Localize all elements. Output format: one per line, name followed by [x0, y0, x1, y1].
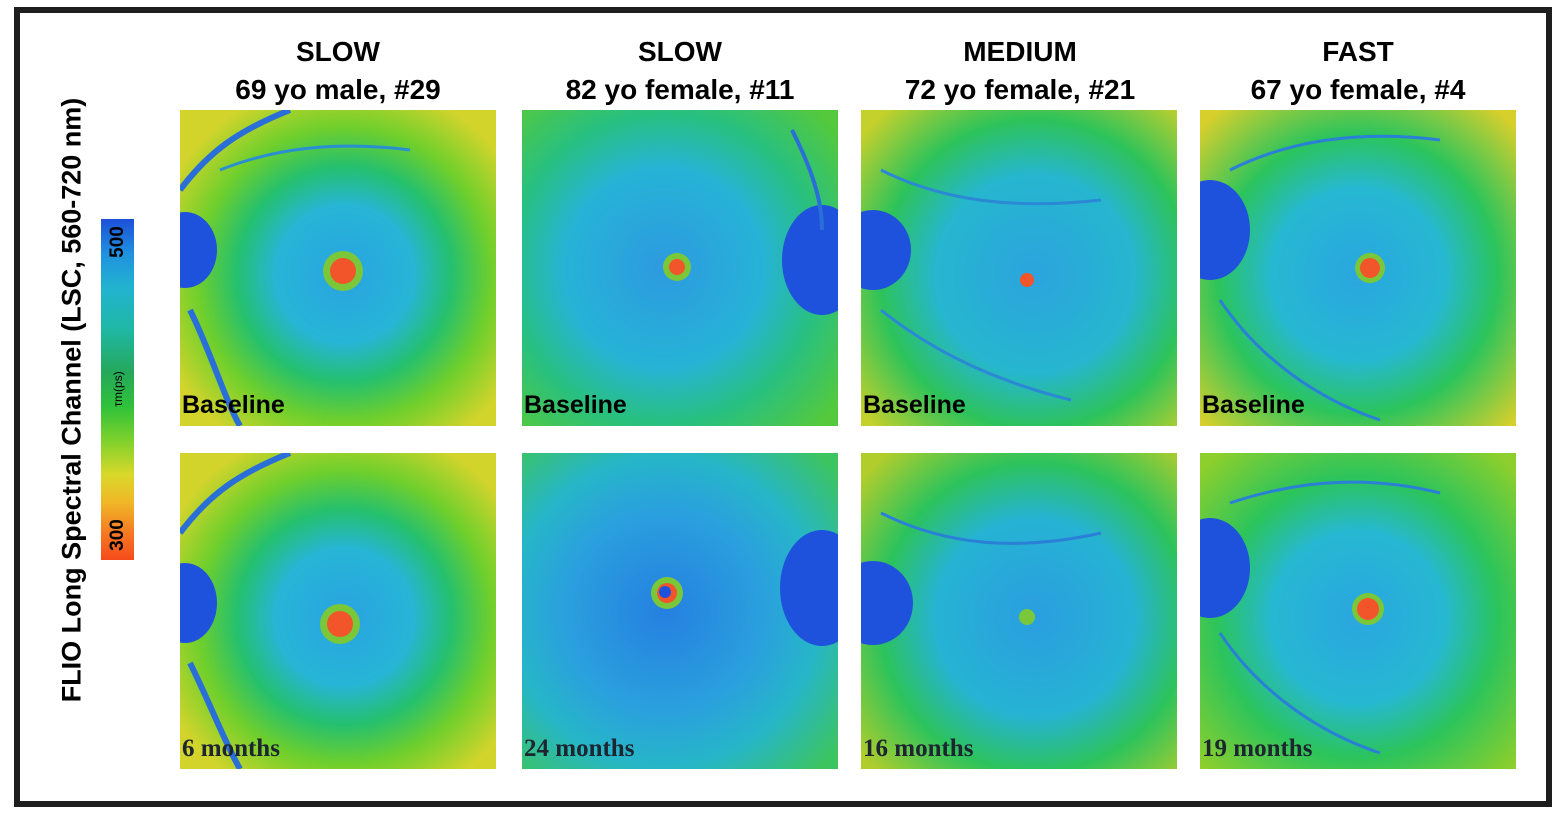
speed-label: MEDIUM [963, 36, 1077, 67]
colorbar-max-label: 500 [106, 226, 128, 258]
colorbar-unit-label: τm(ps) [110, 371, 125, 407]
lifetime-colorbar: 500 τm(ps) 300 [101, 219, 134, 560]
y-axis-label: FLIO Long Spectral Channel (LSC, 560-720… [56, 97, 87, 703]
column-title-4: FAST 67 yo female, #4 [1178, 33, 1538, 109]
speed-label: SLOW [638, 36, 722, 67]
subject-label: 72 yo female, #21 [904, 74, 1136, 105]
timepoint-label: 24 months [524, 735, 635, 762]
fundus-image-followup-3: 16 months [861, 453, 1177, 769]
timepoint-label: Baseline [863, 391, 966, 419]
speed-label: SLOW [296, 36, 380, 67]
column-title-3: MEDIUM 72 yo female, #21 [840, 33, 1200, 109]
fundus-image-baseline-1: Baseline [180, 110, 496, 426]
timepoint-label: Baseline [524, 391, 627, 419]
timepoint-label: 19 months [1202, 735, 1313, 762]
subject-label: 69 yo male, #29 [235, 74, 441, 105]
speed-label: FAST [1322, 36, 1394, 67]
fundus-image-baseline-2: Baseline [522, 110, 838, 426]
column-title-2: SLOW 82 yo female, #11 [500, 33, 860, 109]
timepoint-label: Baseline [182, 391, 285, 419]
subject-label: 82 yo female, #11 [565, 74, 795, 105]
fundus-image-baseline-3: Baseline [861, 110, 1177, 426]
fundus-image-followup-2: 24 months [522, 453, 838, 769]
fundus-image-followup-1: 6 months [180, 453, 496, 769]
fundus-image-followup-4: 19 months [1200, 453, 1516, 769]
timepoint-label: 6 months [182, 735, 280, 762]
subject-label: 67 yo female, #4 [1250, 74, 1466, 105]
timepoint-label: 16 months [863, 735, 974, 762]
colorbar-min-label: 300 [106, 519, 128, 551]
column-title-1: SLOW 69 yo male, #29 [158, 33, 518, 109]
timepoint-label: Baseline [1202, 391, 1305, 419]
fundus-image-baseline-4: Baseline [1200, 110, 1516, 426]
